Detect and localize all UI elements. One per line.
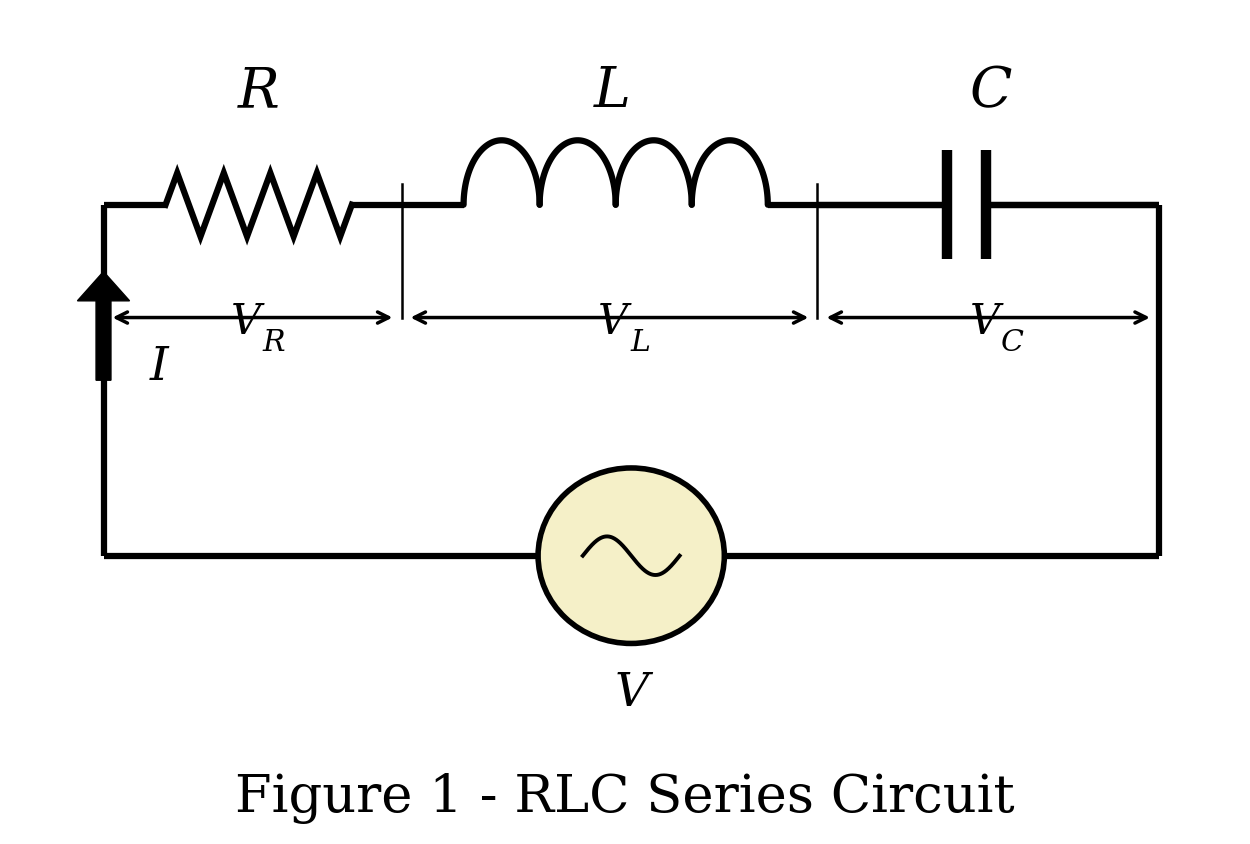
Ellipse shape [538, 468, 724, 643]
Text: L: L [594, 64, 631, 119]
Text: V: V [231, 300, 261, 343]
Text: L: L [630, 328, 650, 357]
Text: R: R [262, 328, 285, 357]
FancyArrow shape [78, 272, 130, 380]
Text: V: V [598, 300, 628, 343]
Text: Figure 1 - RLC Series Circuit: Figure 1 - RLC Series Circuit [235, 772, 1015, 824]
Text: R: R [238, 64, 280, 119]
Text: V: V [970, 300, 1000, 343]
Text: I: I [150, 345, 169, 390]
Text: C: C [970, 64, 1012, 119]
Text: V: V [614, 671, 649, 717]
Text: C: C [1001, 328, 1024, 357]
